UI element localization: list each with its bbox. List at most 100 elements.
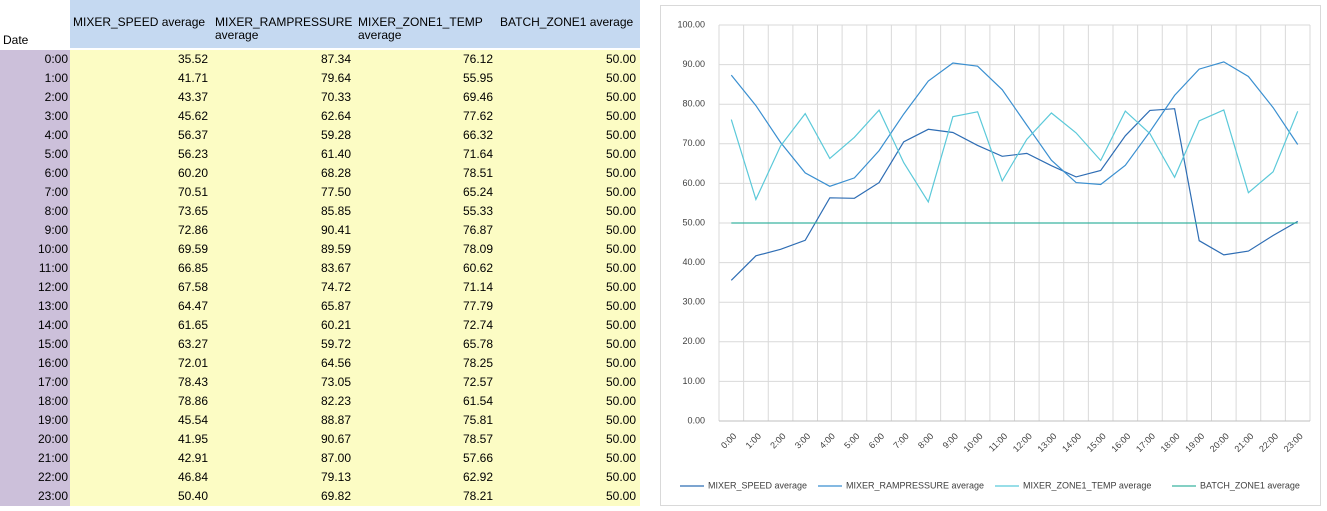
value-cell: 71.14 [355, 278, 497, 297]
date-cell: 9:00 [0, 221, 70, 240]
value-cell: 55.33 [355, 202, 497, 221]
value-cell: 73.05 [212, 373, 355, 392]
series-line [730, 108, 1298, 281]
value-cell: 42.91 [70, 449, 212, 468]
value-cell: 67.58 [70, 278, 212, 297]
value-cell: 90.67 [212, 430, 355, 449]
value-cell: 50.00 [497, 373, 640, 392]
value-cell: 50.00 [497, 221, 640, 240]
value-cell: 74.72 [212, 278, 355, 297]
date-cell: 20:00 [0, 430, 70, 449]
value-cell: 63.27 [70, 335, 212, 354]
date-cell: 19:00 [0, 411, 70, 430]
value-cell: 66.85 [70, 259, 212, 278]
y-tick-label: 20.00 [682, 336, 705, 346]
value-cell: 59.72 [212, 335, 355, 354]
value-cell: 79.13 [212, 468, 355, 487]
value-cell: 56.37 [70, 126, 212, 145]
date-cell: 6:00 [0, 164, 70, 183]
y-tick-label: 60.00 [682, 178, 705, 188]
value-cell: 78.25 [355, 354, 497, 373]
date-cell: 18:00 [0, 392, 70, 411]
value-cell: 61.40 [212, 145, 355, 164]
y-tick-label: 10.00 [682, 376, 705, 386]
value-cell: 69.46 [355, 88, 497, 107]
y-tick-label: 30.00 [682, 297, 705, 307]
value-cell: 72.57 [355, 373, 497, 392]
value-cell: 59.28 [212, 126, 355, 145]
value-cell: 55.95 [355, 69, 497, 88]
spreadsheet: Date MIXER_SPEED average MIXER_RAMPRESSUR… [0, 0, 640, 511]
value-cell: 65.78 [355, 335, 497, 354]
value-cell: 87.34 [212, 50, 355, 69]
value-cell: 66.32 [355, 126, 497, 145]
value-cell: 89.59 [212, 240, 355, 259]
date-cell: 14:00 [0, 316, 70, 335]
date-cell: 22:00 [0, 468, 70, 487]
value-cell: 41.95 [70, 430, 212, 449]
value-cell: 61.65 [70, 316, 212, 335]
value-cell: 50.00 [497, 164, 640, 183]
date-cell: 0:00 [0, 50, 70, 69]
date-cell: 1:00 [0, 69, 70, 88]
value-cell: 78.51 [355, 164, 497, 183]
value-cell: 50.00 [497, 107, 640, 126]
value-cell: 60.62 [355, 259, 497, 278]
value-cell: 50.00 [497, 145, 640, 164]
date-cell: 12:00 [0, 278, 70, 297]
value-cell: 50.00 [497, 202, 640, 221]
value-cell: 64.47 [70, 297, 212, 316]
y-tick-label: 100.00 [677, 19, 705, 29]
y-tick-label: 40.00 [682, 257, 705, 267]
value-cell: 50.00 [497, 354, 640, 373]
value-cell: 75.81 [355, 411, 497, 430]
value-cell: 73.65 [70, 202, 212, 221]
value-cell: 50.00 [497, 449, 640, 468]
value-cell: 65.87 [212, 297, 355, 316]
value-cell: 41.71 [70, 69, 212, 88]
value-cell: 82.23 [212, 392, 355, 411]
y-tick-label: 0.00 [687, 415, 705, 425]
date-cell: 4:00 [0, 126, 70, 145]
value-cell: 50.00 [497, 69, 640, 88]
column-header: MIXER_SPEED average [70, 0, 212, 48]
value-cell: 50.00 [497, 392, 640, 411]
value-cell: 50.00 [497, 240, 640, 259]
value-cell: 50.00 [497, 335, 640, 354]
y-tick-label: 50.00 [682, 217, 705, 227]
value-cell: 45.54 [70, 411, 212, 430]
value-cell: 56.23 [70, 145, 212, 164]
value-cell: 50.00 [497, 316, 640, 335]
legend-label: BATCH_ZONE1 average [1200, 480, 1300, 490]
value-cell: 85.85 [212, 202, 355, 221]
date-cell: 10:00 [0, 240, 70, 259]
value-cell: 77.50 [212, 183, 355, 202]
value-cell: 88.87 [212, 411, 355, 430]
value-cell: 62.64 [212, 107, 355, 126]
date-cell: 2:00 [0, 88, 70, 107]
value-cell: 68.28 [212, 164, 355, 183]
date-cell: 13:00 [0, 297, 70, 316]
value-cell: 72.86 [70, 221, 212, 240]
value-cell: 50.00 [497, 50, 640, 69]
value-cell: 78.57 [355, 430, 497, 449]
value-cell: 61.54 [355, 392, 497, 411]
date-cell: 15:00 [0, 335, 70, 354]
value-cell: 72.01 [70, 354, 212, 373]
value-cell: 62.92 [355, 468, 497, 487]
date-cell: 3:00 [0, 107, 70, 126]
date-header: Date [3, 33, 29, 47]
series-line [730, 109, 1299, 204]
date-cell: 7:00 [0, 183, 70, 202]
value-cell: 50.00 [497, 126, 640, 145]
value-cell: 50.00 [497, 259, 640, 278]
value-cell: 78.09 [355, 240, 497, 259]
value-cell: 76.87 [355, 221, 497, 240]
value-cell: 71.64 [355, 145, 497, 164]
date-cell: 23:00 [0, 487, 70, 506]
chart-frame [660, 5, 1321, 506]
date-cell: 21:00 [0, 449, 70, 468]
value-cell: 83.67 [212, 259, 355, 278]
